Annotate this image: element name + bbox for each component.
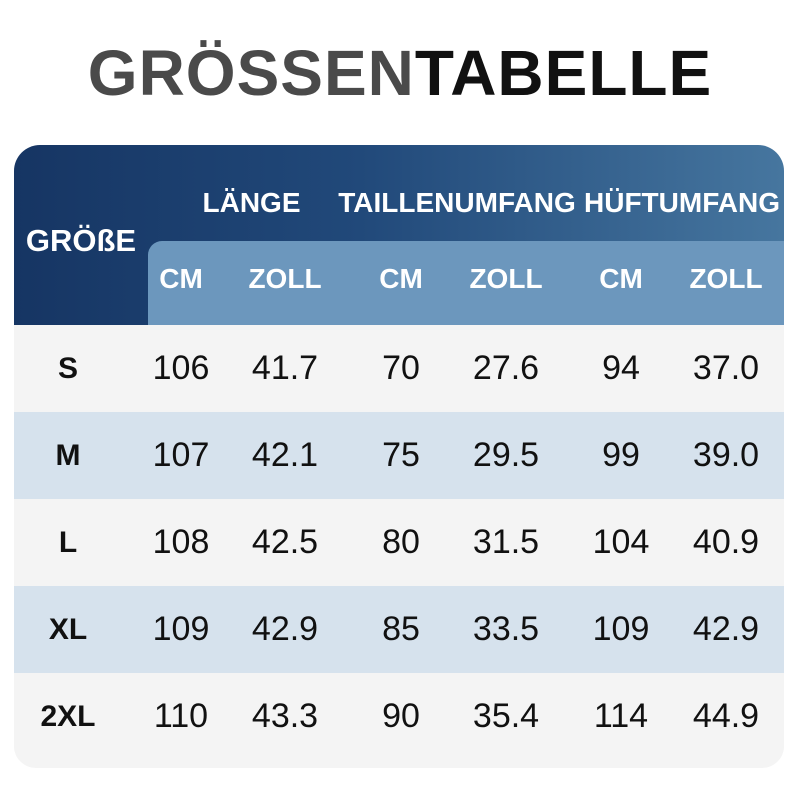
value-cell: 44.9 <box>692 697 760 735</box>
value-cell: 80 <box>382 523 420 561</box>
header-waist: TAILLENUMFANG <box>338 187 576 218</box>
table-row: S 106 41.7 70 27.6 94 37.0 <box>14 325 784 412</box>
value-cell: 37.0 <box>692 349 760 387</box>
value-cell: 35.4 <box>472 697 540 735</box>
size-cell: 2XL <box>40 700 96 733</box>
title-part2: TABELLE <box>414 37 713 109</box>
value-cell: 70 <box>382 349 420 387</box>
unit-zoll: ZOLL <box>689 263 763 294</box>
header-hip: HÜFTUMFANG <box>584 187 780 218</box>
value-cell: 29.5 <box>472 436 540 474</box>
table-row: M 107 42.1 75 29.5 99 39.0 <box>14 412 784 499</box>
size-cell: S <box>57 352 78 385</box>
value-cell: 40.9 <box>692 523 760 561</box>
value-cell: 42.9 <box>251 610 319 648</box>
value-cell: 114 <box>593 697 649 735</box>
value-cell: 90 <box>382 697 420 735</box>
unit-subheader <box>148 241 784 325</box>
size-cell: XL <box>48 613 88 646</box>
value-cell: 109 <box>152 610 210 648</box>
header-length: LÄNGE <box>202 187 301 218</box>
value-cell: 27.6 <box>472 349 540 387</box>
value-cell: 109 <box>592 610 650 648</box>
value-cell: 42.5 <box>251 523 319 561</box>
value-cell: 39.0 <box>692 436 760 474</box>
value-cell: 106 <box>152 349 210 387</box>
value-cell: 85 <box>382 610 420 648</box>
unit-zoll: ZOLL <box>248 263 322 294</box>
value-cell: 31.5 <box>472 523 540 561</box>
value-cell: 41.7 <box>251 349 319 387</box>
unit-cm: CM <box>379 263 423 294</box>
table-row: 2XL 110 43.3 90 35.4 114 44.9 <box>14 673 784 760</box>
size-cell: L <box>58 526 78 559</box>
unit-cm: CM <box>159 263 203 294</box>
value-cell: 104 <box>592 523 650 561</box>
value-cell: 107 <box>152 436 210 474</box>
value-cell: 110 <box>153 697 209 735</box>
value-cell: 42.9 <box>692 610 760 648</box>
size-cell: M <box>55 439 81 472</box>
table-header: GRÖßE LÄNGE TAILLENUMFANG HÜFTUMFANG CM … <box>14 145 784 325</box>
header-size: GRÖßE <box>25 223 137 258</box>
page-title: GRÖSSENTABELLE <box>0 38 800 108</box>
table-row: L 108 42.5 80 31.5 104 40.9 <box>14 499 784 586</box>
size-table: GRÖßE LÄNGE TAILLENUMFANG HÜFTUMFANG CM … <box>14 145 784 768</box>
unit-zoll: ZOLL <box>469 263 543 294</box>
value-cell: 99 <box>602 436 640 474</box>
title-part1: GRÖSSEN <box>87 37 415 109</box>
value-cell: 75 <box>382 436 420 474</box>
unit-cm: CM <box>599 263 643 294</box>
value-cell: 108 <box>152 523 210 561</box>
value-cell: 43.3 <box>251 697 319 735</box>
value-cell: 42.1 <box>251 436 319 474</box>
value-cell: 33.5 <box>472 610 540 648</box>
table-row: XL 109 42.9 85 33.5 109 42.9 <box>14 586 784 673</box>
value-cell: 94 <box>602 349 640 387</box>
